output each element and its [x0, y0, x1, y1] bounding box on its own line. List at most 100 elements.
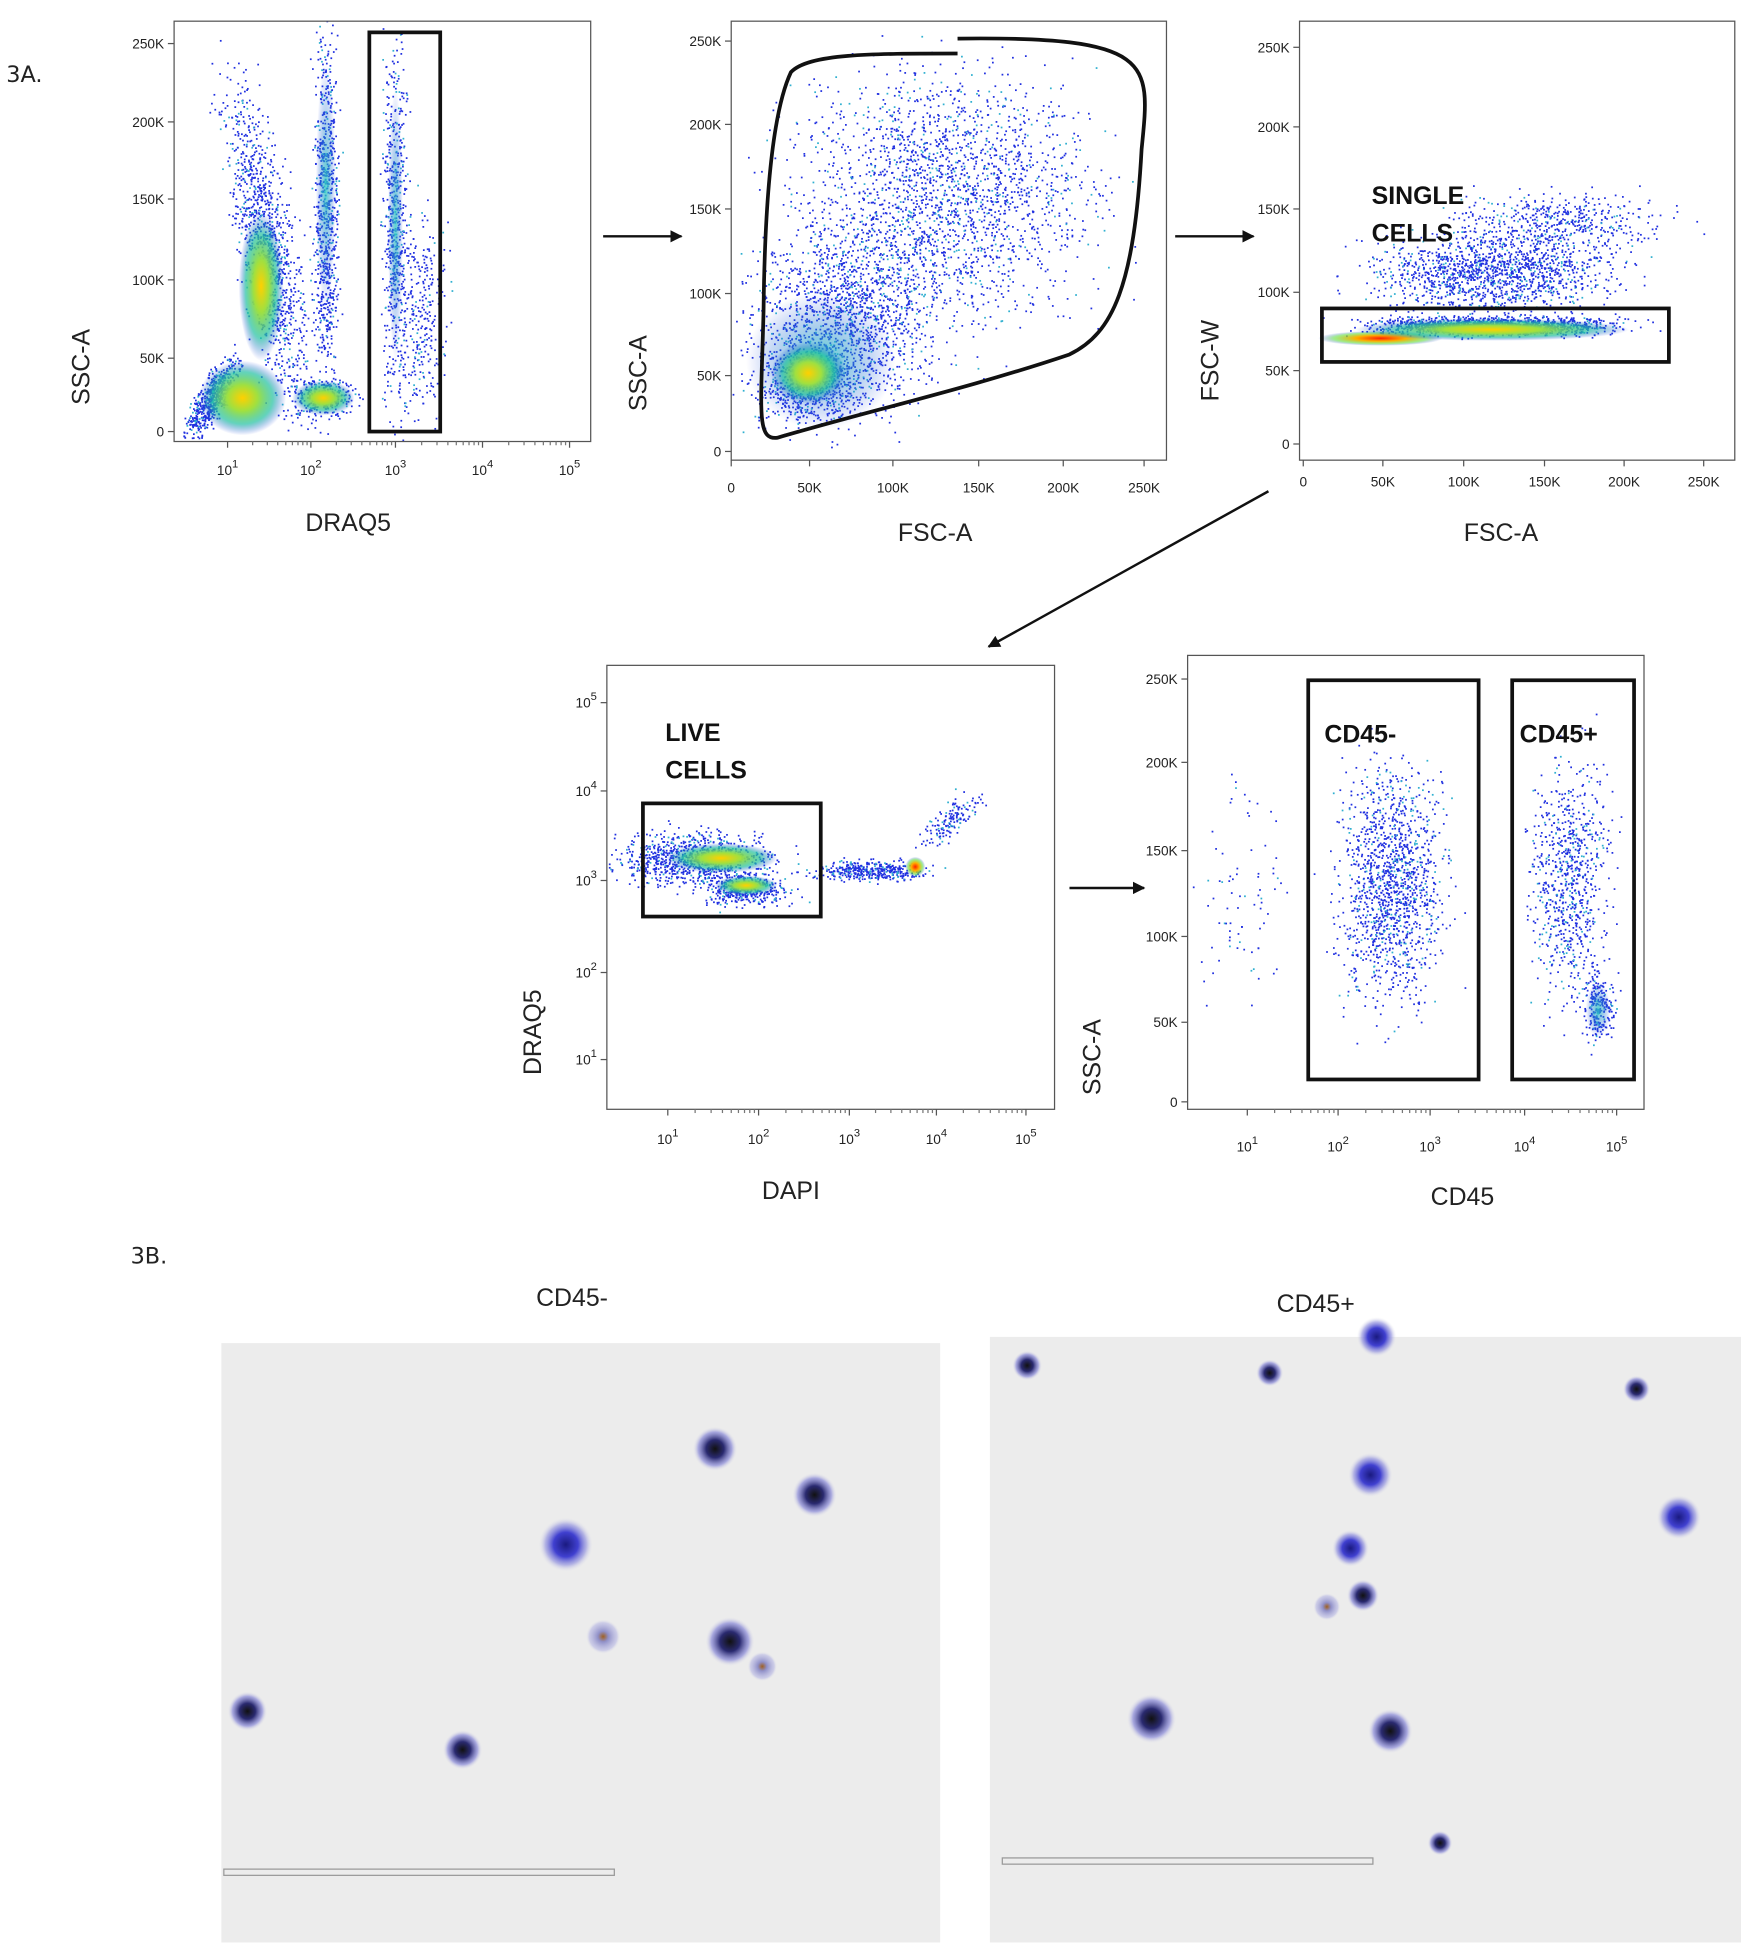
event-dot [240, 175, 243, 178]
event-dot [195, 425, 198, 427]
event-dot [837, 272, 840, 275]
event-dot [799, 271, 802, 274]
event-dot [892, 303, 895, 306]
event-dot [286, 361, 289, 364]
event-dot [250, 206, 253, 209]
event-dot [404, 249, 407, 252]
event-dot [198, 437, 201, 440]
event-dot [403, 323, 406, 326]
event-dot [403, 286, 405, 289]
event-dot [232, 195, 235, 198]
event-dot [280, 373, 282, 376]
event-dot [284, 332, 287, 335]
event-dot [329, 328, 331, 331]
event-dot [252, 116, 254, 119]
event-dot [422, 371, 424, 374]
event-dot [831, 446, 833, 449]
event-dot [815, 244, 818, 247]
event-dot [906, 313, 908, 316]
event-dot [254, 211, 256, 214]
event-dot [401, 141, 403, 144]
event-dot [419, 348, 421, 351]
event-dot [281, 378, 284, 381]
event-dot [241, 86, 244, 89]
event-dot [349, 411, 352, 414]
event-dot [225, 124, 228, 127]
event-dot [303, 301, 306, 304]
event-dot [869, 294, 872, 297]
event-dot [299, 367, 302, 370]
event-dot [919, 338, 921, 341]
event-dot [338, 155, 340, 158]
event-dot [853, 282, 856, 284]
event-dot [844, 278, 847, 281]
event-dot [201, 437, 203, 439]
event-dot [329, 296, 332, 299]
event-dot [270, 196, 273, 199]
event-dot [386, 82, 388, 84]
event-dot [856, 292, 858, 295]
event-dot [885, 239, 888, 242]
event-dot [429, 278, 432, 280]
tick-exponent: 5 [574, 459, 580, 471]
event-dot [409, 318, 412, 320]
event-dot [830, 280, 833, 283]
event-dot [289, 224, 291, 226]
event-dot [248, 160, 250, 163]
event-dot [268, 357, 271, 360]
event-dot [427, 353, 430, 356]
event-dot [386, 365, 388, 368]
event-dot [303, 455, 305, 457]
event-dot [391, 60, 394, 63]
event-dot [245, 143, 248, 146]
event-dot [850, 284, 853, 287]
event-dot [399, 382, 401, 385]
event-dot [900, 292, 902, 294]
event-dot [243, 90, 246, 93]
event-dot [270, 160, 273, 163]
event-dot [826, 257, 829, 260]
event-dot [259, 195, 262, 198]
event-dot [431, 262, 433, 265]
event-dot [274, 211, 277, 213]
event-dot [197, 408, 200, 410]
event-dot [433, 393, 435, 396]
event-dot [861, 299, 864, 302]
event-dot [265, 208, 268, 211]
event-dot [237, 146, 239, 149]
event-dot [242, 139, 244, 142]
event-dot [264, 157, 267, 159]
event-dot [334, 267, 337, 270]
event-dot [873, 280, 876, 283]
event-dot [250, 178, 253, 181]
event-dot [826, 270, 829, 273]
event-dot [254, 193, 256, 196]
event-dot [234, 134, 237, 136]
event-dot [421, 306, 424, 309]
event-dot [414, 357, 417, 360]
event-dot [385, 113, 387, 115]
event-dot [381, 258, 384, 260]
event-dot [765, 297, 768, 299]
event-dot [778, 301, 781, 304]
event-dot [326, 355, 329, 357]
event-dot [752, 250, 754, 253]
event-dot [892, 399, 895, 402]
event-dot [421, 325, 424, 328]
event-dot [759, 289, 761, 292]
event-dot [313, 380, 315, 383]
event-dot [329, 44, 332, 46]
event-dot [257, 109, 260, 111]
event-dot [253, 128, 256, 131]
event-dot [252, 195, 255, 198]
event-dot [236, 175, 239, 177]
event-dot [426, 266, 429, 269]
event-dot [401, 270, 404, 273]
event-dot [255, 199, 258, 202]
event-dot [300, 424, 303, 427]
event-dot [283, 369, 286, 372]
event-dot [405, 323, 408, 326]
event-dot [327, 53, 330, 55]
event-dot [219, 128, 222, 131]
event-dot [337, 256, 339, 259]
